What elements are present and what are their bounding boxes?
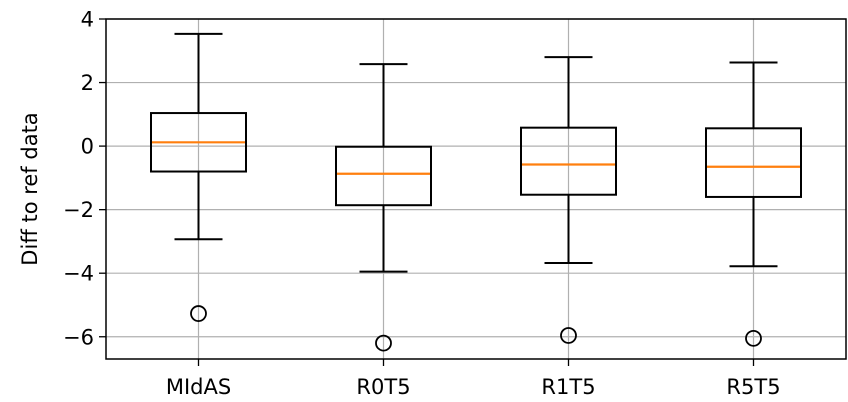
box-r0t5 <box>335 63 432 352</box>
iqr-box <box>335 145 432 207</box>
y-tick-label: −4 <box>63 262 94 286</box>
x-tick-label: MIdAS <box>166 375 231 399</box>
axis-ticks: 4 2 0 −2 −4 −6 MIdAS R0T5 R1T5 R5T5 <box>63 8 781 400</box>
outlier-point <box>375 334 392 352</box>
x-tick-label: R1T5 <box>541 375 595 399</box>
plot-frame <box>105 18 847 360</box>
box-r5t5 <box>705 61 802 347</box>
y-tick-label: 0 <box>81 135 94 159</box>
iqr-box <box>520 126 617 196</box>
box-midas <box>150 32 247 322</box>
iqr-box <box>705 127 802 198</box>
y-tick-label: −6 <box>63 325 94 349</box>
y-tick-label: 4 <box>81 8 94 32</box>
box-plots <box>150 32 802 352</box>
x-tick-label: R0T5 <box>356 375 410 399</box>
y-tick-label: −2 <box>63 198 94 222</box>
y-axis-label: Diff to ref data <box>18 112 42 265</box>
outlier-point <box>190 305 207 322</box>
y-tick-label: 2 <box>81 71 94 95</box>
grid-lines <box>106 18 846 359</box>
x-tick-label: R5T5 <box>726 375 780 399</box>
iqr-box <box>150 112 247 173</box>
box-r1t5 <box>520 56 617 344</box>
outlier-point <box>560 327 577 344</box>
outlier-point <box>745 329 762 347</box>
